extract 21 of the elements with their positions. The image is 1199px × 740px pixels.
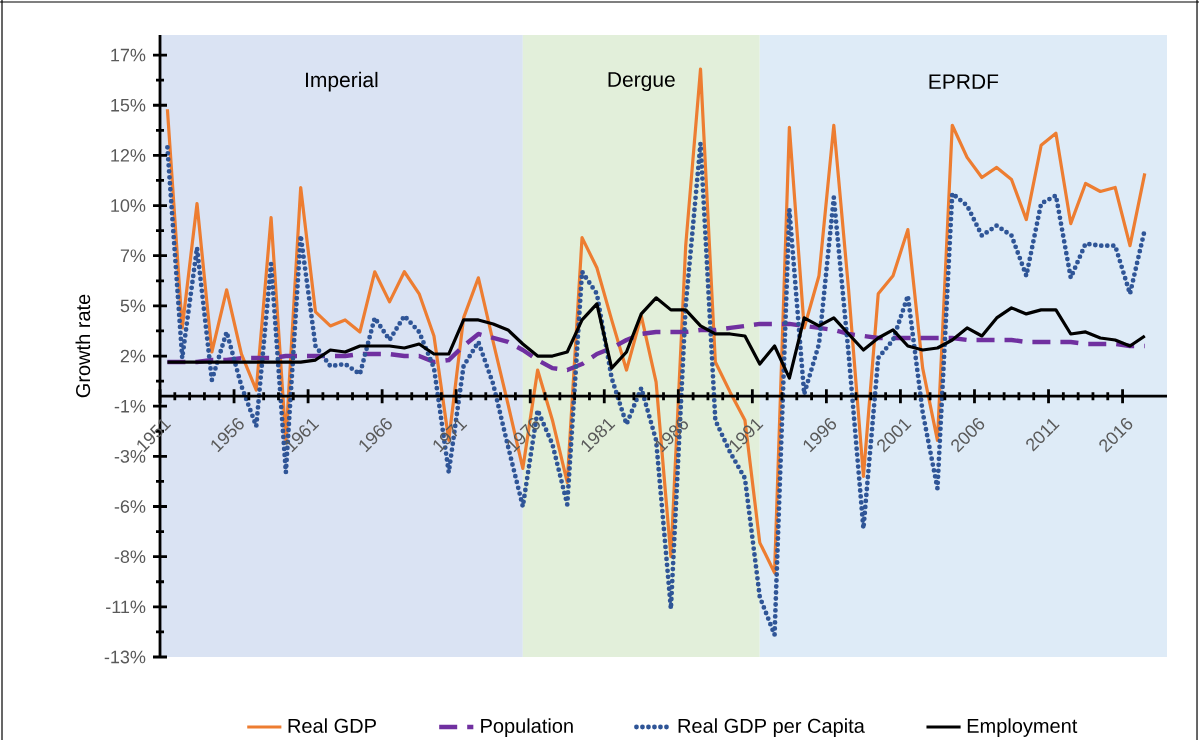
y-tick-label: 2% [120,349,146,363]
y-tick-label: 10% [111,199,146,212]
y-tick-label: 5% [120,299,146,313]
band-label: Imperial [306,71,378,92]
legend-label: Real GDP per Capita [678,718,865,737]
y-axis-title: Growth rate [75,294,91,398]
y-tick-label: 17% [111,48,146,62]
y-tick-label: -1% [114,399,146,413]
y-tick-label: -6% [114,500,146,513]
y-tick-label: -3% [114,449,146,463]
legend-label: Population [481,718,573,737]
y-tick-label: -8% [114,550,146,564]
legend-label: Employment [967,718,1078,737]
y-tick-label: 15% [111,98,146,112]
band-label: EPRDF [929,74,999,89]
legend-label: Real GDP [288,718,376,733]
y-tick-label: 12% [111,149,146,162]
y-tick-label: -11% [106,600,146,614]
band-label: Dergue [608,72,675,92]
y-tick-label: 7% [120,249,146,262]
y-tick-label: -13% [104,650,146,664]
